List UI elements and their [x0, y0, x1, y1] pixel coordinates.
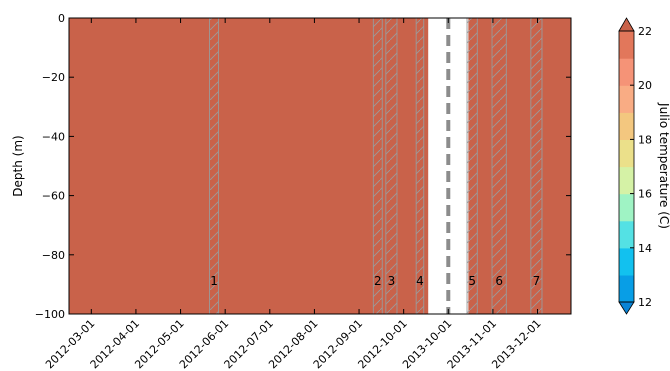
colorbar-segment — [619, 85, 634, 113]
colorbar-max-extend — [618, 17, 635, 32]
sampling-band-3 — [385, 17, 398, 315]
sampling-band-label-2: 2 — [374, 274, 382, 288]
colorbar-segment — [619, 220, 634, 249]
sampling-band-6 — [491, 17, 507, 315]
y-tick-label: −40 — [42, 130, 65, 143]
y-tick-label: 0 — [58, 12, 65, 25]
sampling-band-2 — [372, 17, 383, 315]
colorbar-segment — [619, 274, 634, 303]
colorbar: 12 14 16 18 20 22 — [618, 17, 652, 315]
y-axis: 0 −20 −40 −60 −80 −100 — [35, 12, 571, 321]
plot-area — [69, 18, 571, 314]
colorbar-tick-label: 20 — [638, 79, 652, 92]
sampling-band-label-4: 4 — [416, 274, 424, 288]
y-tick-label: −60 — [42, 190, 65, 203]
colorbar-tick-label: 22 — [638, 25, 652, 38]
colorbar-segment — [619, 166, 634, 195]
colorbar-label: Julio temperature (C) — [657, 102, 670, 229]
sampling-band-label-6: 6 — [495, 274, 503, 288]
sampling-band-label-5: 5 — [468, 274, 476, 288]
colorbar-min-extend — [618, 301, 635, 315]
y-axis-title: Depth (m) — [11, 135, 25, 196]
sampling-band-4 — [415, 17, 425, 315]
colorbar-tick-label: 16 — [638, 188, 652, 201]
y-tick-label: −100 — [35, 308, 65, 321]
colorbar-segment — [619, 112, 634, 140]
plot-frame — [68, 17, 572, 315]
colorbar-segment — [619, 193, 634, 222]
sampling-band-5 — [466, 17, 478, 315]
sampling-band-7 — [530, 17, 543, 315]
colorbar-segment — [619, 58, 634, 86]
sampling-band-label-3: 3 — [388, 274, 396, 288]
colorbar-frame — [618, 30, 635, 303]
y-tick-label: −20 — [42, 71, 65, 84]
colorbar-tick-label: 18 — [638, 133, 652, 146]
colorbar-segment — [619, 247, 634, 276]
sampling-band-1 — [209, 17, 219, 315]
colorbar-segment — [619, 139, 634, 168]
colorbar-segment — [619, 31, 634, 59]
sampling-band-label-1: 1 — [210, 274, 218, 288]
colorbar-tick-label: 12 — [638, 296, 652, 309]
colorbar-tick-label: 14 — [638, 242, 652, 255]
sampling-band-label-7: 7 — [533, 274, 541, 288]
y-tick-label: −80 — [42, 249, 65, 262]
